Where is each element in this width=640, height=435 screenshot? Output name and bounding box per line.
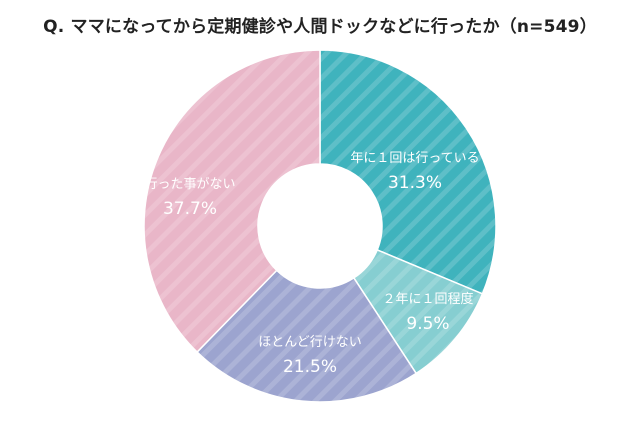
slice-label: ２年に１回程度 [382, 291, 473, 307]
slice-label: 行った事がない [144, 177, 235, 192]
slice-stripe-overlay [143, 49, 320, 353]
donut-slices [143, 49, 497, 403]
slice-label: 年に１回は行っている [350, 151, 479, 166]
slice-value-label: 31.3% [388, 173, 442, 193]
slice-stripe-overlay [197, 270, 417, 403]
slice-label: ほとんど行けない [258, 335, 362, 350]
slice-value-label: 21.5% [283, 357, 337, 377]
slice-labels: 年に１回は行っている 31.3% ２年に１回程度 9.5% ほとんど行けない 21.5% 行… [144, 151, 479, 377]
chart-title: Q. ママになってから定期健診や人間ドックなどに行ったか（n=549） [43, 17, 597, 37]
slice-value-label: 37.7% [163, 199, 217, 219]
slice-stripe-overlay [320, 50, 497, 294]
slice-stripe-overlay [353, 249, 483, 374]
slice-value-label: 9.5% [406, 314, 449, 334]
